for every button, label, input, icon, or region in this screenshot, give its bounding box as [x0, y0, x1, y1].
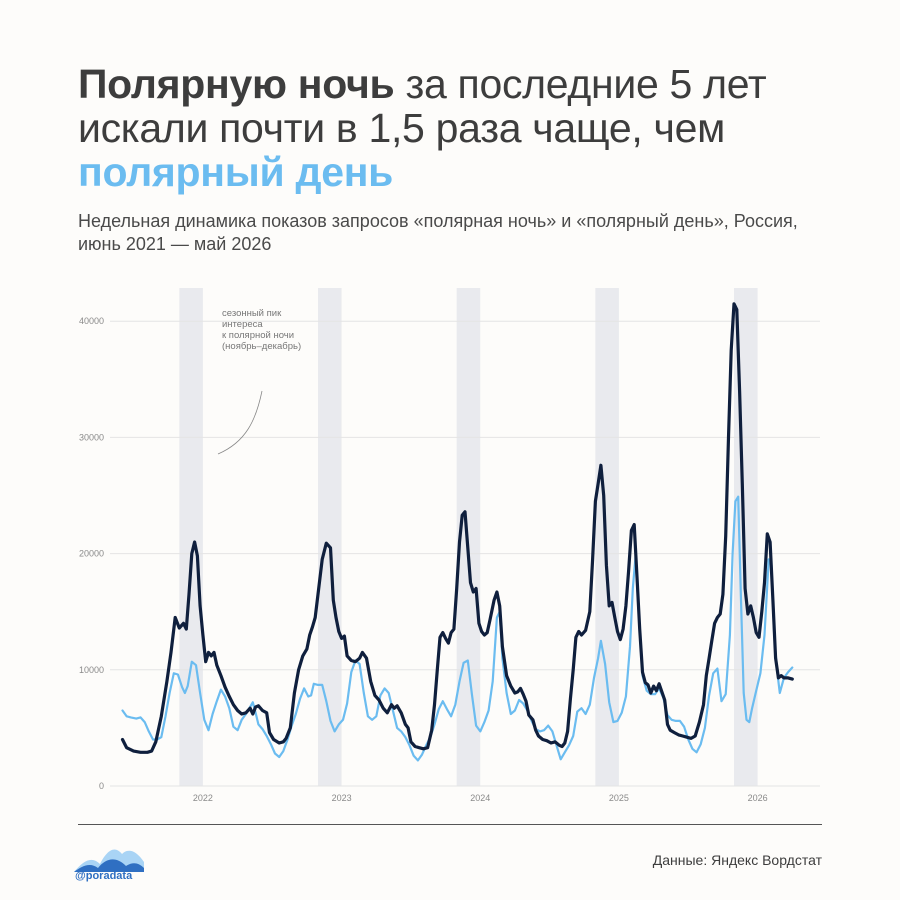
- seasonal-band-0: [179, 288, 203, 786]
- brand-handle: @poradata: [75, 870, 133, 882]
- y-tick-label-0: 0: [99, 781, 104, 791]
- chart-title: Полярную ночь за последние 5 лет искали …: [78, 62, 838, 194]
- annotation-line-2: к полярной ночи: [222, 330, 294, 341]
- y-tick-label-30000: 30000: [79, 432, 104, 442]
- x-tick-label-2022: 2022: [193, 793, 213, 803]
- seasonal-band-3: [595, 288, 619, 786]
- title-highlight-part: полярный день: [78, 149, 394, 195]
- title-bold-part: Полярную ночь: [78, 61, 395, 107]
- y-tick-label-20000: 20000: [79, 549, 104, 559]
- annotation-line-1: интереса: [222, 319, 263, 330]
- x-tick-label-2025: 2025: [609, 793, 629, 803]
- line-chart: 0 10000 20000 30000 40000 2022 2023 2024 2025 202…: [79, 288, 820, 803]
- y-tick-label-40000: 40000: [79, 316, 104, 326]
- annotation-line-0: сезонный пик: [222, 308, 282, 319]
- x-tick-label-2023: 2023: [332, 793, 352, 803]
- annotation-leader-line: [217, 390, 263, 455]
- series-line-day: [121, 495, 794, 762]
- chart-subtitle: Недельная динамика показов запросов «пол…: [78, 211, 798, 254]
- seasonal-band-1: [318, 288, 342, 786]
- y-tick-label-10000: 10000: [79, 665, 104, 675]
- footer-divider: [78, 824, 822, 825]
- series-line-night: [120, 302, 794, 754]
- x-tick-label-2024: 2024: [470, 793, 490, 803]
- x-tick-label-2026: 2026: [748, 793, 768, 803]
- data-source: Данные: Яндекс Вордстат: [652, 852, 822, 868]
- title-middle-part: за последние 5 лет искали почти в 1,5 ра…: [78, 61, 767, 151]
- annotation-line-3: (ноябрь–декабрь): [222, 341, 301, 352]
- poradata-logo-icon: [74, 849, 144, 872]
